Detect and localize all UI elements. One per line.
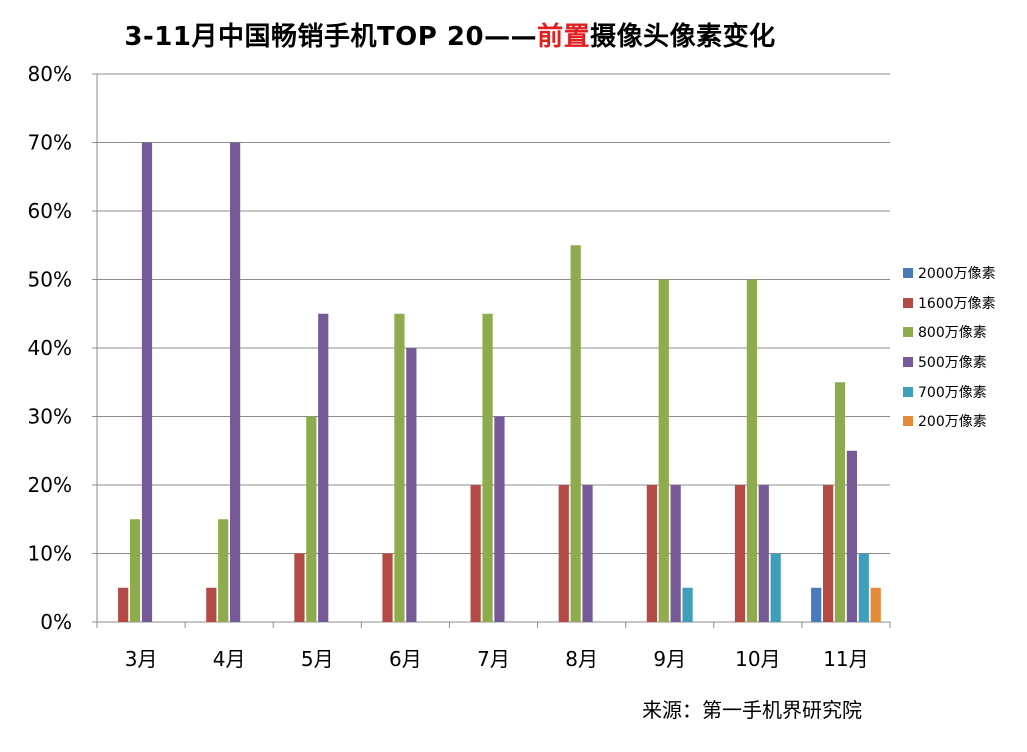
x-tick-label: 6月 — [389, 647, 422, 671]
bar — [118, 587, 129, 622]
legend-item: 200万像素 — [903, 406, 996, 436]
bar — [206, 587, 217, 622]
bar — [570, 245, 581, 622]
bar — [658, 279, 669, 622]
y-tick-label: 10% — [28, 542, 72, 566]
bar — [858, 553, 869, 622]
bar — [734, 485, 746, 622]
bar — [306, 416, 317, 622]
x-tick-label: 9月 — [653, 647, 686, 671]
title-text-end: 摄像头像素变化 — [590, 22, 776, 52]
legend-swatch — [903, 416, 913, 427]
bar — [558, 485, 569, 622]
bar — [130, 519, 141, 622]
bar — [318, 313, 329, 622]
bar — [494, 416, 505, 622]
source-note: 来源：第一手机界研究院 — [642, 698, 862, 722]
bar — [870, 587, 881, 622]
x-tick-label: 4月 — [213, 647, 246, 671]
bar — [218, 519, 229, 622]
title-highlight: 前置 — [537, 22, 591, 52]
bar — [294, 553, 305, 622]
legend-item: 800万像素 — [903, 317, 996, 347]
legend: 2000万像素 1600万像素 800万像素 500万像素 700万像素 200万像素 — [903, 258, 996, 436]
legend-label: 800万像素 — [918, 325, 987, 342]
bar — [758, 485, 769, 622]
legend-item: 500万像素 — [903, 347, 996, 377]
x-tick-label: 11月 — [823, 647, 868, 671]
chart-title: 3-11月中国畅销手机TOP 20——前置摄像头像素变化 — [0, 16, 900, 53]
y-tick-label: 0% — [40, 610, 72, 634]
bar — [382, 553, 393, 622]
x-tick-label: 5月 — [301, 647, 334, 671]
x-tick-label: 8月 — [565, 647, 598, 671]
title-text: 3-11月中国畅销手机TOP 20—— — [124, 22, 538, 52]
bar — [406, 348, 417, 622]
legend-swatch — [903, 267, 913, 278]
legend-label: 200万像素 — [918, 414, 987, 431]
legend-item: 700万像素 — [903, 377, 996, 407]
y-tick-label: 40% — [28, 336, 72, 360]
legend-swatch — [903, 386, 913, 397]
legend-item: 1600万像素 — [903, 288, 996, 318]
bar — [670, 485, 681, 622]
bar — [811, 587, 822, 622]
bar — [394, 313, 405, 622]
bar — [682, 587, 693, 622]
legend-label: 2000万像素 — [918, 265, 996, 282]
bar — [582, 485, 593, 622]
legend-label: 500万像素 — [918, 354, 987, 371]
x-tick-label: 10月 — [735, 647, 780, 671]
x-tick-label: 3月 — [125, 647, 158, 671]
y-tick-label: 70% — [28, 131, 72, 155]
bar — [770, 553, 781, 622]
bar — [822, 485, 834, 622]
bar — [230, 142, 241, 622]
legend-swatch — [903, 297, 913, 308]
x-tick-label: 7月 — [477, 647, 510, 671]
legend-label: 1600万像素 — [918, 295, 996, 312]
bar — [470, 485, 481, 622]
bar — [482, 313, 493, 622]
legend-label: 700万像素 — [918, 384, 987, 401]
bar — [646, 485, 657, 622]
y-tick-label: 50% — [28, 268, 72, 292]
y-tick-label: 60% — [28, 199, 72, 223]
bar — [746, 279, 757, 622]
bar — [846, 450, 857, 622]
legend-swatch — [903, 327, 913, 338]
y-tick-label: 30% — [28, 405, 72, 429]
legend-item: 2000万像素 — [903, 258, 996, 288]
legend-swatch — [903, 356, 913, 367]
y-tick-label: 80% — [28, 62, 72, 86]
bar — [141, 142, 153, 622]
bar — [834, 382, 846, 622]
y-tick-label: 20% — [28, 473, 72, 497]
